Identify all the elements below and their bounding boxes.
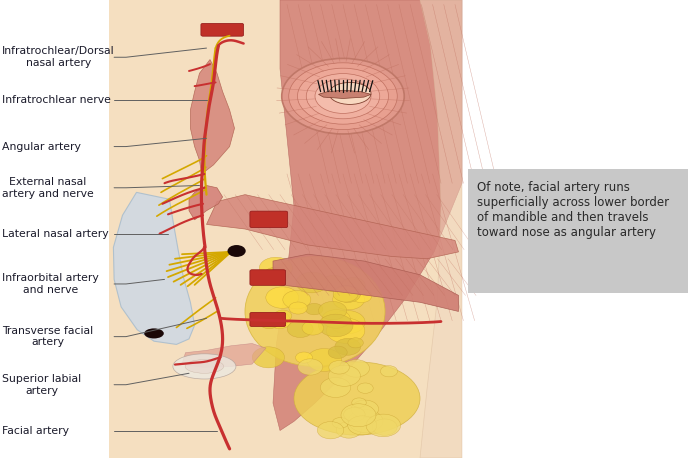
- Circle shape: [326, 318, 365, 343]
- Circle shape: [260, 316, 279, 329]
- Circle shape: [329, 360, 349, 374]
- Text: Of note, facial artery runs
superficially across lower border
of mandible and th: Of note, facial artery runs superficiall…: [477, 181, 669, 239]
- Circle shape: [328, 346, 347, 359]
- Circle shape: [348, 416, 377, 435]
- Circle shape: [335, 338, 360, 355]
- Circle shape: [298, 359, 323, 375]
- Circle shape: [266, 287, 299, 308]
- Circle shape: [263, 267, 289, 284]
- Circle shape: [372, 419, 397, 435]
- Ellipse shape: [329, 82, 371, 104]
- Text: Facial artery: Facial artery: [2, 426, 69, 436]
- Ellipse shape: [281, 59, 405, 134]
- FancyBboxPatch shape: [250, 211, 288, 228]
- Circle shape: [357, 383, 373, 393]
- FancyBboxPatch shape: [468, 169, 688, 293]
- Text: External nasal
artery and nerve: External nasal artery and nerve: [2, 177, 94, 199]
- Circle shape: [270, 312, 290, 325]
- Polygon shape: [182, 344, 266, 367]
- Circle shape: [289, 302, 307, 314]
- Circle shape: [328, 365, 360, 386]
- Circle shape: [336, 422, 361, 438]
- Circle shape: [335, 286, 361, 302]
- FancyBboxPatch shape: [201, 23, 244, 36]
- Ellipse shape: [185, 360, 223, 373]
- Circle shape: [351, 289, 372, 303]
- Circle shape: [351, 400, 379, 418]
- Polygon shape: [108, 0, 462, 458]
- Text: Lateral nasal artery: Lateral nasal artery: [2, 229, 108, 239]
- Circle shape: [380, 365, 398, 377]
- Polygon shape: [273, 254, 458, 311]
- Polygon shape: [273, 0, 462, 431]
- Circle shape: [321, 377, 351, 398]
- Circle shape: [287, 321, 313, 338]
- Circle shape: [283, 290, 311, 309]
- Circle shape: [322, 310, 350, 328]
- Polygon shape: [304, 70, 378, 77]
- Circle shape: [228, 245, 246, 257]
- Text: Infraorbital artery
and nerve: Infraorbital artery and nerve: [2, 273, 99, 295]
- Circle shape: [343, 360, 370, 377]
- Circle shape: [341, 404, 376, 427]
- Ellipse shape: [307, 74, 379, 119]
- Circle shape: [332, 289, 365, 310]
- Circle shape: [333, 286, 358, 302]
- Ellipse shape: [144, 328, 164, 338]
- Polygon shape: [113, 192, 195, 344]
- Circle shape: [318, 301, 346, 320]
- Circle shape: [259, 257, 293, 279]
- Text: Transverse facial
artery: Transverse facial artery: [2, 326, 93, 348]
- Circle shape: [318, 314, 353, 337]
- Circle shape: [296, 272, 328, 293]
- Circle shape: [332, 418, 349, 428]
- Ellipse shape: [288, 63, 398, 130]
- Text: Superior labial
artery: Superior labial artery: [2, 374, 81, 396]
- Polygon shape: [189, 185, 223, 220]
- Circle shape: [342, 278, 365, 293]
- Circle shape: [330, 311, 365, 334]
- FancyBboxPatch shape: [250, 270, 286, 285]
- Circle shape: [366, 414, 400, 436]
- Ellipse shape: [315, 79, 371, 114]
- Circle shape: [348, 410, 383, 432]
- Circle shape: [317, 422, 344, 439]
- Ellipse shape: [173, 354, 236, 379]
- Ellipse shape: [298, 68, 389, 124]
- Circle shape: [352, 398, 366, 408]
- Circle shape: [295, 352, 312, 363]
- Circle shape: [344, 408, 365, 421]
- Text: Infratrochlear nerve: Infratrochlear nerve: [2, 95, 111, 105]
- Polygon shape: [190, 60, 234, 174]
- Circle shape: [252, 347, 284, 368]
- Polygon shape: [420, 0, 462, 458]
- Polygon shape: [206, 195, 458, 259]
- Circle shape: [268, 313, 291, 329]
- Circle shape: [348, 338, 363, 348]
- Polygon shape: [318, 90, 371, 98]
- Circle shape: [307, 349, 342, 371]
- Ellipse shape: [294, 362, 420, 435]
- Circle shape: [305, 303, 323, 315]
- Circle shape: [274, 310, 292, 322]
- Circle shape: [302, 321, 323, 335]
- Text: Infratrochlear/Dorsal
nasal artery: Infratrochlear/Dorsal nasal artery: [2, 46, 115, 68]
- Ellipse shape: [245, 256, 385, 366]
- Text: Angular artery: Angular artery: [2, 142, 81, 152]
- Circle shape: [321, 275, 346, 292]
- FancyBboxPatch shape: [250, 312, 286, 327]
